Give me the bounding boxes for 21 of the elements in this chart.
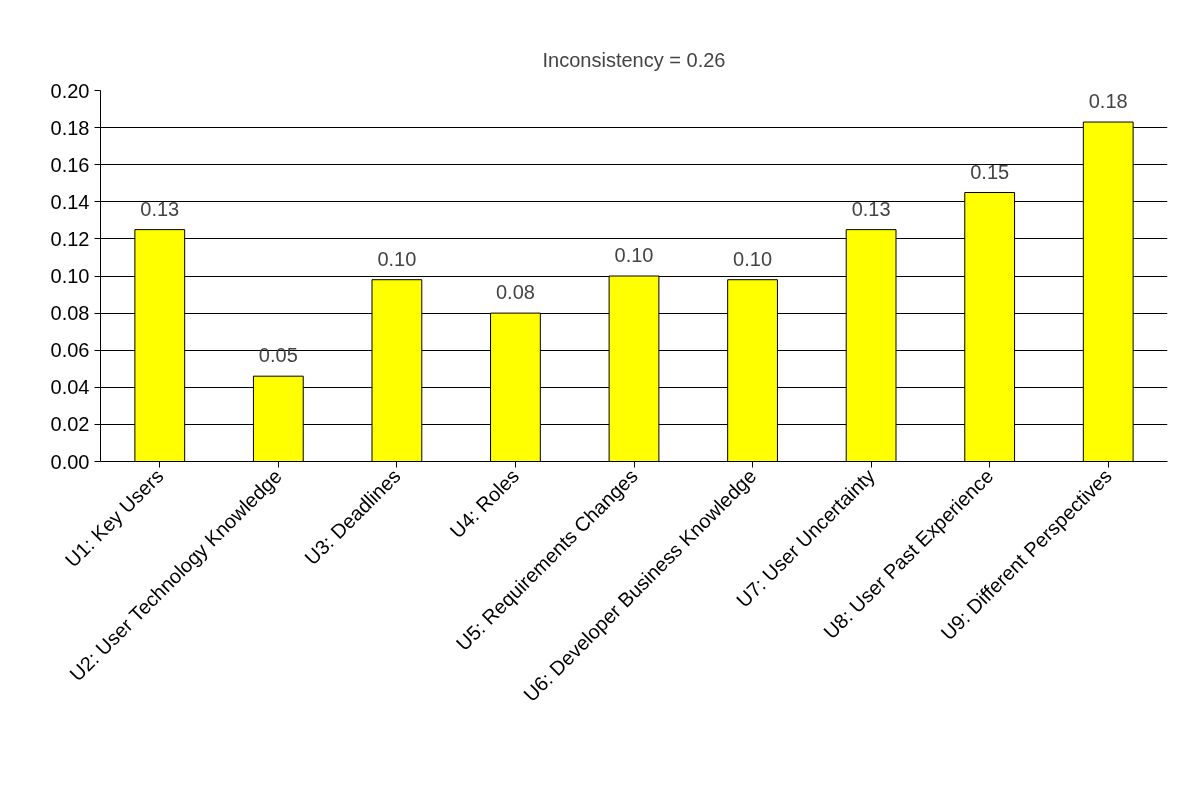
y-tick-label: 0.14 — [50, 190, 90, 213]
y-tick-label: 0.16 — [50, 153, 90, 176]
data-label: 0.10 — [614, 244, 654, 266]
chart-title: Inconsistency = 0.26 — [542, 48, 726, 71]
y-tick-label: 0.08 — [50, 302, 90, 325]
y-tick-label: 0.20 — [50, 79, 90, 102]
data-label: 0.08 — [495, 281, 535, 304]
data-label: 0.13 — [851, 197, 891, 220]
y-tick-label: 0.18 — [50, 116, 90, 139]
data-label: 0.05 — [258, 344, 298, 367]
data-label: 0.18 — [1088, 90, 1128, 113]
y-tick-label: 0.06 — [50, 339, 90, 362]
y-tick-label: 0.00 — [50, 450, 90, 473]
data-label: 0.10 — [733, 247, 773, 270]
data-label: 0.10 — [377, 247, 417, 270]
y-tick-label: 0.10 — [50, 265, 90, 287]
data-label: 0.13 — [140, 197, 180, 220]
y-tick-label: 0.04 — [50, 376, 90, 399]
y-tick-label: 0.12 — [50, 227, 90, 250]
data-label: 0.15 — [970, 160, 1010, 183]
y-tick-label: 0.02 — [50, 413, 90, 436]
